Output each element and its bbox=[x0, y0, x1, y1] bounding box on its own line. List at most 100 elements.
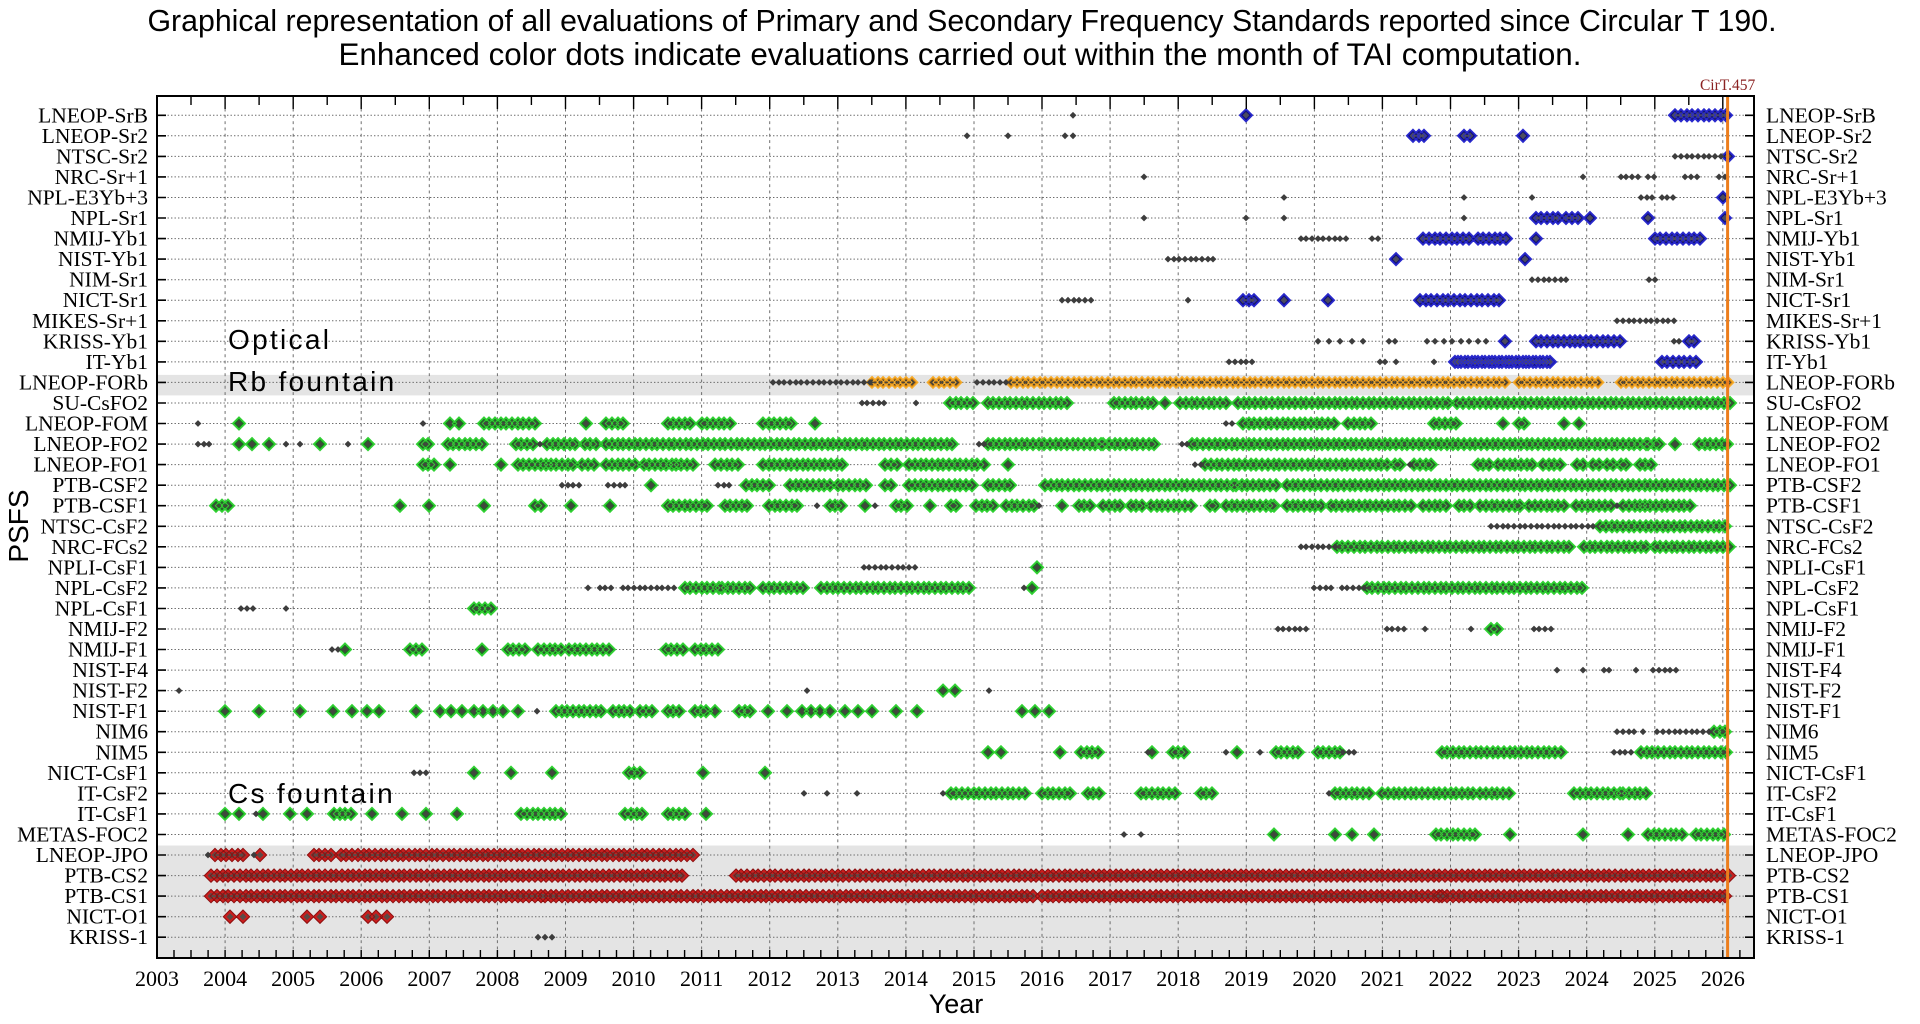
svg-text:2004: 2004 bbox=[203, 966, 247, 991]
svg-text:IT-CsF1: IT-CsF1 bbox=[77, 802, 148, 826]
svg-text:2016: 2016 bbox=[1020, 966, 1064, 991]
svg-text:NIM5: NIM5 bbox=[95, 740, 148, 764]
svg-text:Graphical representation of al: Graphical representation of all evaluati… bbox=[147, 5, 1776, 38]
svg-text:PTB-CSF1: PTB-CSF1 bbox=[1766, 494, 1862, 518]
svg-text:LNEOP-JPO: LNEOP-JPO bbox=[1766, 843, 1878, 867]
svg-text:LNEOP-FORb: LNEOP-FORb bbox=[19, 370, 148, 394]
svg-text:METAS-FOC2: METAS-FOC2 bbox=[1766, 822, 1897, 846]
svg-text:NIM-Sr1: NIM-Sr1 bbox=[1766, 268, 1845, 292]
svg-text:NIST-F1: NIST-F1 bbox=[1766, 699, 1842, 723]
svg-text:NIST-F4: NIST-F4 bbox=[72, 658, 148, 682]
svg-text:KRISS-1: KRISS-1 bbox=[69, 925, 148, 949]
svg-text:NIM6: NIM6 bbox=[95, 720, 148, 744]
svg-text:NPL-Sr1: NPL-Sr1 bbox=[70, 206, 148, 230]
svg-text:NIST-F1: NIST-F1 bbox=[72, 699, 148, 723]
svg-text:LNEOP-FO1: LNEOP-FO1 bbox=[1766, 453, 1881, 477]
svg-text:NICT-O1: NICT-O1 bbox=[66, 905, 148, 929]
svg-text:NMIJ-F2: NMIJ-F2 bbox=[68, 617, 148, 641]
svg-text:NPLI-CsF1: NPLI-CsF1 bbox=[48, 555, 148, 579]
svg-text:NPL-CsF2: NPL-CsF2 bbox=[1766, 576, 1859, 600]
svg-text:NRC-FCs2: NRC-FCs2 bbox=[1766, 535, 1863, 559]
svg-text:NIST-F2: NIST-F2 bbox=[72, 679, 148, 703]
svg-text:2006: 2006 bbox=[339, 966, 383, 991]
svg-text:NICT-CsF1: NICT-CsF1 bbox=[1766, 761, 1867, 785]
svg-text:METAS-FOC2: METAS-FOC2 bbox=[17, 822, 148, 846]
svg-text:2020: 2020 bbox=[1292, 966, 1336, 991]
svg-text:NTSC-CsF2: NTSC-CsF2 bbox=[40, 514, 148, 538]
svg-text:NIST-F4: NIST-F4 bbox=[1766, 658, 1842, 682]
svg-text:LNEOP-FO2: LNEOP-FO2 bbox=[33, 432, 148, 456]
svg-text:2023: 2023 bbox=[1497, 966, 1541, 991]
svg-text:LNEOP-FO1: LNEOP-FO1 bbox=[33, 453, 148, 477]
svg-text:2012: 2012 bbox=[748, 966, 792, 991]
svg-text:PTB-CSF2: PTB-CSF2 bbox=[52, 473, 148, 497]
svg-text:NICT-CsF1: NICT-CsF1 bbox=[47, 761, 148, 785]
svg-text:NTSC-CsF2: NTSC-CsF2 bbox=[1766, 514, 1874, 538]
svg-text:2019: 2019 bbox=[1224, 966, 1268, 991]
svg-text:2005: 2005 bbox=[271, 966, 315, 991]
svg-text:LNEOP-FORb: LNEOP-FORb bbox=[1766, 370, 1895, 394]
svg-text:2022: 2022 bbox=[1429, 966, 1473, 991]
svg-text:2007: 2007 bbox=[407, 966, 451, 991]
svg-text:NPLI-CsF1: NPLI-CsF1 bbox=[1766, 555, 1866, 579]
svg-text:Optical: Optical bbox=[228, 324, 331, 355]
svg-text:PTB-CSF1: PTB-CSF1 bbox=[52, 494, 148, 518]
svg-text:NPL-E3Yb+3: NPL-E3Yb+3 bbox=[27, 185, 148, 209]
svg-text:KRISS-1: KRISS-1 bbox=[1766, 925, 1845, 949]
svg-text:NIST-Yb1: NIST-Yb1 bbox=[58, 247, 148, 271]
svg-text:2010: 2010 bbox=[612, 966, 656, 991]
svg-text:NRC-Sr+1: NRC-Sr+1 bbox=[55, 165, 148, 189]
svg-text:2015: 2015 bbox=[952, 966, 996, 991]
svg-text:NPL-E3Yb+3: NPL-E3Yb+3 bbox=[1766, 185, 1887, 209]
svg-text:IT-CsF2: IT-CsF2 bbox=[77, 781, 148, 805]
svg-text:PTB-CSF2: PTB-CSF2 bbox=[1766, 473, 1862, 497]
svg-text:PTB-CS2: PTB-CS2 bbox=[1766, 864, 1850, 888]
svg-text:PTB-CS1: PTB-CS1 bbox=[64, 884, 148, 908]
svg-text:MIKES-Sr+1: MIKES-Sr+1 bbox=[1766, 309, 1882, 333]
svg-text:2013: 2013 bbox=[816, 966, 860, 991]
svg-text:KRISS-Yb1: KRISS-Yb1 bbox=[1766, 329, 1871, 353]
svg-text:Cs fountain: Cs fountain bbox=[228, 778, 395, 809]
svg-text:Rb fountain: Rb fountain bbox=[228, 366, 397, 397]
svg-text:NPL-CsF1: NPL-CsF1 bbox=[55, 596, 148, 620]
svg-text:KRISS-Yb1: KRISS-Yb1 bbox=[43, 329, 148, 353]
svg-text:IT-CsF2: IT-CsF2 bbox=[1766, 781, 1837, 805]
svg-text:2017: 2017 bbox=[1088, 966, 1132, 991]
svg-text:LNEOP-JPO: LNEOP-JPO bbox=[36, 843, 148, 867]
svg-text:2024: 2024 bbox=[1565, 966, 1609, 991]
svg-text:NPL-CsF2: NPL-CsF2 bbox=[55, 576, 148, 600]
svg-text:2011: 2011 bbox=[680, 966, 723, 991]
svg-text:NIST-Yb1: NIST-Yb1 bbox=[1766, 247, 1856, 271]
svg-text:LNEOP-Sr2: LNEOP-Sr2 bbox=[1766, 124, 1872, 148]
svg-text:PTB-CS1: PTB-CS1 bbox=[1766, 884, 1850, 908]
svg-text:Year: Year bbox=[929, 989, 984, 1019]
svg-text:NPL-Sr1: NPL-Sr1 bbox=[1766, 206, 1844, 230]
svg-text:2008: 2008 bbox=[475, 966, 519, 991]
svg-text:NMIJ-Yb1: NMIJ-Yb1 bbox=[54, 227, 148, 251]
svg-text:NMIJ-F1: NMIJ-F1 bbox=[1766, 638, 1846, 662]
svg-text:2026: 2026 bbox=[1701, 966, 1745, 991]
svg-text:2018: 2018 bbox=[1156, 966, 1200, 991]
svg-text:NICT-Sr1: NICT-Sr1 bbox=[63, 288, 148, 312]
svg-text:NRC-Sr+1: NRC-Sr+1 bbox=[1766, 165, 1859, 189]
svg-text:PTB-CS2: PTB-CS2 bbox=[64, 864, 148, 888]
svg-text:PSFS: PSFS bbox=[3, 489, 34, 562]
svg-text:SU-CsFO2: SU-CsFO2 bbox=[1766, 391, 1862, 415]
svg-text:NRC-FCs2: NRC-FCs2 bbox=[51, 535, 148, 559]
svg-text:LNEOP-FOM: LNEOP-FOM bbox=[25, 412, 148, 436]
svg-text:2021: 2021 bbox=[1360, 966, 1404, 991]
svg-text:NICT-Sr1: NICT-Sr1 bbox=[1766, 288, 1851, 312]
svg-text:NPL-CsF1: NPL-CsF1 bbox=[1766, 596, 1859, 620]
svg-text:NIM6: NIM6 bbox=[1766, 720, 1819, 744]
svg-text:SU-CsFO2: SU-CsFO2 bbox=[52, 391, 148, 415]
svg-text:2003: 2003 bbox=[135, 966, 179, 991]
svg-text:NMIJ-Yb1: NMIJ-Yb1 bbox=[1766, 227, 1860, 251]
svg-text:LNEOP-FO2: LNEOP-FO2 bbox=[1766, 432, 1881, 456]
svg-text:2014: 2014 bbox=[884, 966, 928, 991]
svg-text:IT-Yb1: IT-Yb1 bbox=[1766, 350, 1829, 374]
svg-text:NTSC-Sr2: NTSC-Sr2 bbox=[56, 144, 148, 168]
svg-text:NMIJ-F2: NMIJ-F2 bbox=[1766, 617, 1846, 641]
svg-text:NMIJ-F1: NMIJ-F1 bbox=[68, 638, 148, 662]
svg-text:IT-CsF1: IT-CsF1 bbox=[1766, 802, 1837, 826]
svg-text:CirT.457: CirT.457 bbox=[1700, 77, 1755, 94]
